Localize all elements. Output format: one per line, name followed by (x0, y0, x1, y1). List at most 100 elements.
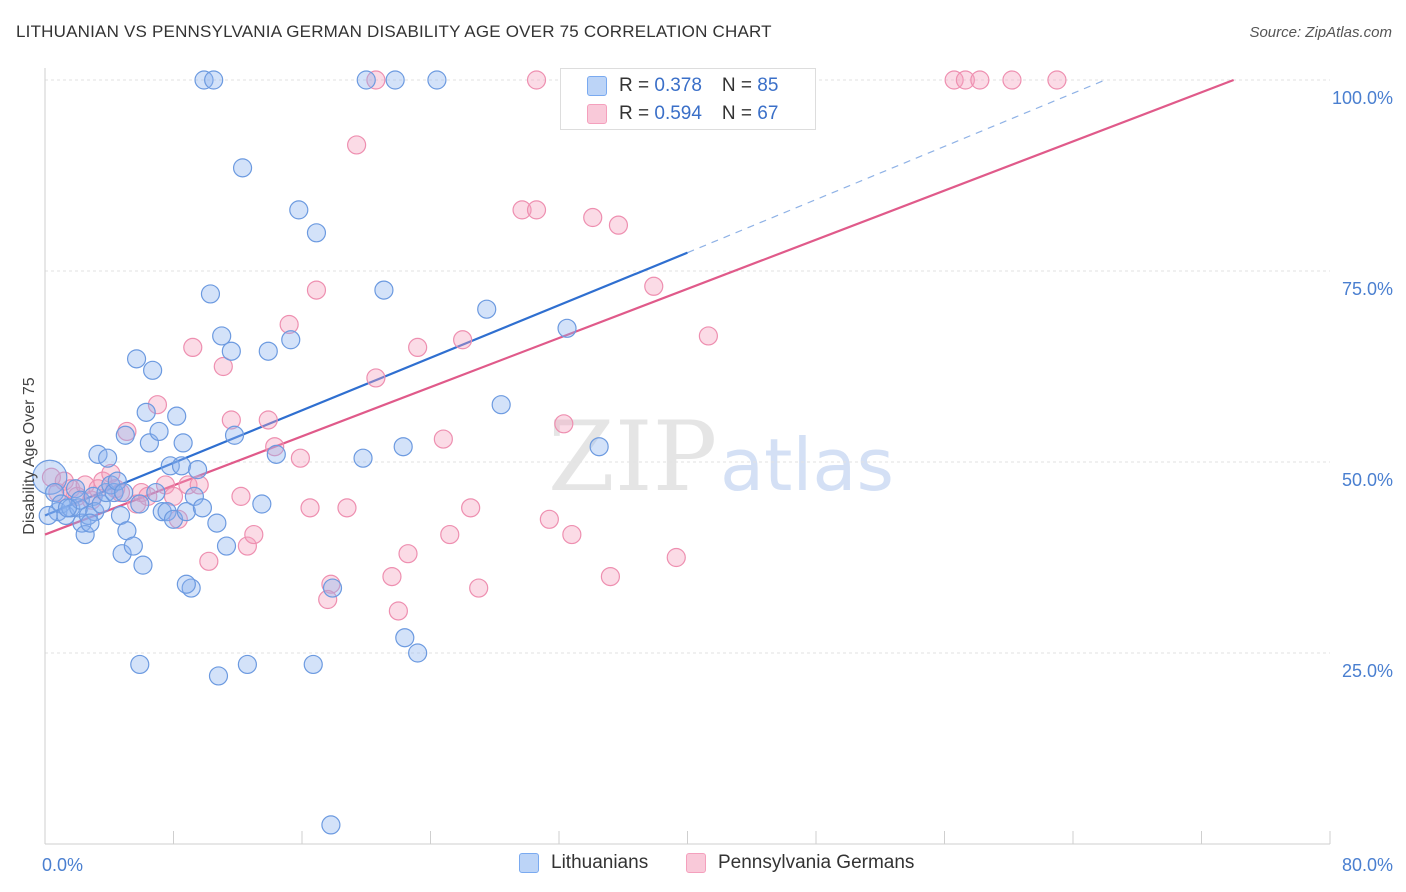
pennsylvania-germans-point (583, 207, 603, 228)
lithuanians-point (72, 513, 92, 533)
pennsylvania-germans-point (469, 578, 489, 598)
pennsylvania-germans-point (189, 475, 209, 495)
lithuanians-point (216, 536, 237, 556)
y-tick-label: 50.0% (1342, 470, 1393, 490)
lithuanians-point (38, 505, 58, 526)
lithuanians-point (194, 70, 214, 90)
lithuanians-point (126, 349, 147, 369)
lithuanians-point (98, 448, 118, 468)
lithuanians-point (266, 444, 286, 464)
pennsylvania-germans-point (526, 70, 547, 90)
lithuanians-point (149, 421, 169, 442)
lithuanians-point (374, 280, 394, 300)
legend-n-label: N = (721, 75, 758, 96)
lithuanians-point (184, 486, 204, 506)
pennsylvania-germans-point (147, 395, 168, 415)
watermark-atlas: atlas (720, 423, 894, 507)
pennsylvania-germans-point (258, 410, 278, 430)
pennsylvania-germans-point (306, 280, 327, 300)
pennsylvania-germans-point (1047, 70, 1067, 90)
lithuanians-point (207, 513, 227, 533)
lithuanians-point (281, 330, 301, 350)
legend-item-pennsylvania-germans[interactable]: Pennsylvania Germans (686, 852, 914, 874)
pennsylvania-germans-point (970, 70, 990, 90)
lithuanians-point (221, 341, 241, 361)
lithuanians-point (224, 425, 245, 445)
watermark-zip: ZIP (548, 401, 717, 513)
lithuanians-point (353, 448, 373, 468)
x-tick-label: 80.0% (1342, 855, 1393, 875)
lithuanians-point (395, 628, 415, 648)
trend-line-pennsylvania-germans (44, 78, 1235, 536)
lithuanians-point (167, 406, 187, 426)
lithuanians-point (176, 502, 196, 522)
x-tick-label: 0.0% (42, 855, 83, 875)
pennsylvania-germans-point (366, 70, 386, 90)
pennsylvania-germans-point (461, 498, 481, 518)
pennsylvania-germans-point (366, 368, 386, 388)
lithuanians-point (65, 479, 86, 499)
lithuanians-point (160, 456, 180, 476)
legend-swatch-lithuanians (519, 853, 539, 873)
lithuanians-point (143, 360, 163, 380)
y-axis-label: Disability Age Over 75 (21, 377, 38, 535)
lithuanians-point (115, 425, 135, 445)
pennsylvania-germans-point (644, 276, 664, 296)
pennsylvania-germans-point (512, 200, 532, 220)
pennsylvania-germans-point (101, 463, 121, 484)
lithuanians-point (427, 70, 447, 90)
lithuanians-point (322, 578, 343, 598)
pennsylvania-germans-point (221, 410, 241, 430)
pennsylvania-germans-point (237, 536, 257, 556)
pennsylvania-germans-point (382, 566, 402, 587)
lithuanians-point (303, 654, 323, 675)
y-tick-label: 100.0% (1332, 88, 1393, 108)
pennsylvania-germans-point (300, 498, 320, 518)
lithuanians-point (130, 654, 150, 675)
pennsylvania-germans-point (453, 330, 473, 350)
pennsylvania-germans-point (231, 486, 251, 506)
trend-lines (44, 78, 1235, 536)
lithuanians-point (477, 299, 497, 319)
lithuanians-point (356, 70, 376, 90)
lithuanians-point (321, 815, 341, 835)
pennsylvania-germans-point (398, 544, 418, 564)
pennsylvania-germans-point (279, 314, 299, 335)
lithuanians-point (123, 536, 143, 556)
lithuanians-point (85, 502, 105, 522)
lithuanians-point (114, 482, 134, 503)
lithuanians-point (146, 482, 166, 503)
source-label: Source: ZipAtlas.com (1249, 24, 1392, 41)
legend-r-value: 0.378 (654, 75, 702, 96)
series-lithuanians (32, 70, 632, 835)
pennsylvania-germans-point (433, 429, 453, 449)
legend-swatch-pennsylvania-germans (587, 104, 607, 124)
legend-n-value: 85 (757, 75, 779, 96)
pennsylvania-germans-point (666, 547, 686, 568)
pennsylvania-germans-point (199, 551, 219, 571)
lithuanians-point (75, 524, 95, 545)
legend-label-lithuanians: Lithuanians (551, 852, 649, 873)
lithuanians-point (57, 498, 78, 518)
pennsylvania-germans-point (955, 70, 975, 90)
lithuanians-point (80, 513, 100, 533)
lithuanians-point (589, 437, 609, 457)
lithuanians-point (45, 482, 65, 503)
lithuanians-point (187, 460, 208, 480)
lithuanians-point (200, 284, 221, 304)
pennsylvania-germans-point (213, 356, 233, 377)
pennsylvania-germans-point (168, 509, 188, 529)
pennsylvania-germans-point (600, 566, 621, 587)
lithuanians-point (306, 223, 327, 243)
legend-item-lithuanians[interactable]: Lithuanians (519, 852, 648, 874)
lithuanians-point (69, 498, 89, 518)
lithuanians-point (557, 318, 577, 338)
lithuanians-point (192, 498, 213, 518)
lithuanians-point (112, 544, 132, 564)
y-tick-label: 75.0% (1342, 279, 1393, 299)
lithuanians-point (91, 494, 111, 514)
pennsylvania-germans-point (539, 509, 559, 529)
pennsylvania-germans-point (608, 215, 629, 235)
chart-title: LITHUANIAN VS PENNSYLVANIA GERMAN DISABI… (16, 22, 772, 41)
series-pennsylvania-germans (41, 70, 1067, 621)
